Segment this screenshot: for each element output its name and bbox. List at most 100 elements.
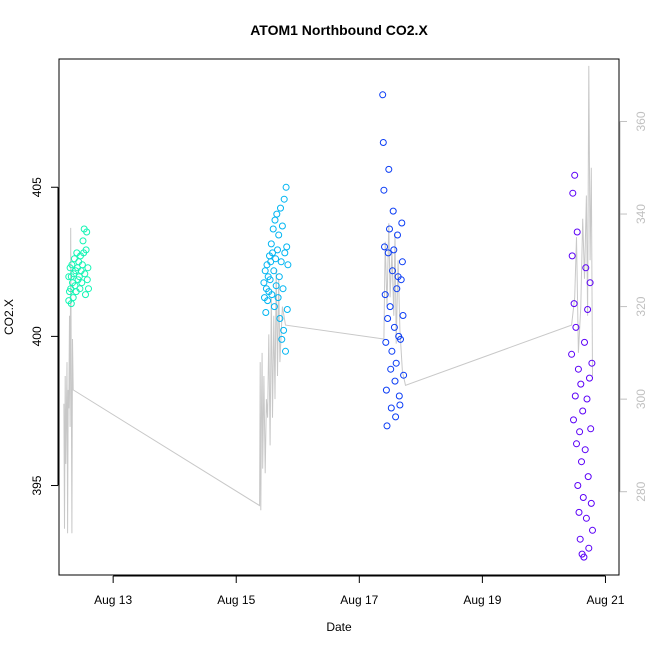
- data-point: [586, 374, 593, 382]
- data-point: [576, 535, 584, 543]
- data-point: [271, 216, 279, 224]
- data-point: [379, 139, 387, 146]
- data-point: [579, 494, 587, 501]
- data-point: [384, 249, 392, 257]
- data-point: [391, 377, 399, 385]
- data-point: [276, 315, 284, 322]
- data-point: [274, 294, 282, 302]
- data-point: [277, 204, 284, 212]
- data-point: [78, 261, 86, 269]
- data-point: [570, 416, 577, 424]
- data-point: [389, 267, 396, 275]
- data-point: [268, 291, 276, 299]
- data-point: [278, 335, 286, 343]
- data-point: [82, 246, 90, 254]
- y-tick-label: 395: [30, 475, 44, 495]
- data-point: [281, 249, 289, 257]
- data-point: [387, 365, 395, 373]
- data-point: [381, 243, 388, 251]
- data-point: [382, 338, 390, 346]
- data-point: [273, 210, 281, 218]
- data-point: [67, 300, 75, 308]
- gray-line-layer: [63, 65, 593, 534]
- data-point: [383, 422, 391, 430]
- scatter-layer: [65, 91, 596, 561]
- data-point: [578, 458, 585, 466]
- x-tick-label: Aug 15: [217, 593, 255, 607]
- data-point: [69, 294, 77, 302]
- data-point: [81, 270, 89, 278]
- data-point: [392, 413, 400, 421]
- x-tick-label: Aug 17: [340, 593, 378, 607]
- data-point: [574, 365, 582, 373]
- right-tick-label: 300: [634, 389, 648, 409]
- data-point: [274, 246, 281, 254]
- scatter-series-1: [65, 225, 92, 308]
- data-point: [85, 285, 92, 293]
- data-point: [573, 228, 581, 236]
- data-point: [575, 508, 583, 516]
- data-point: [586, 279, 594, 287]
- x-tick-label: Aug 19: [463, 593, 501, 607]
- data-point: [283, 243, 291, 251]
- x-tick-label: Aug 13: [94, 593, 132, 607]
- right-tick-label: 320: [634, 296, 648, 316]
- data-point: [571, 171, 579, 179]
- data-point: [568, 350, 576, 358]
- data-point: [587, 499, 595, 507]
- data-point: [577, 380, 585, 388]
- data-point: [282, 347, 289, 355]
- data-point: [267, 240, 275, 248]
- data-point: [587, 425, 595, 433]
- data-point: [390, 323, 398, 331]
- data-point: [581, 446, 589, 454]
- data-point: [582, 514, 590, 522]
- data-point: [570, 300, 578, 308]
- data-point: [400, 371, 408, 379]
- data-point: [272, 282, 280, 290]
- data-point: [397, 276, 405, 284]
- scatter-series-2: [260, 183, 292, 355]
- data-point: [283, 306, 291, 313]
- data-point: [76, 285, 84, 293]
- data-point: [393, 285, 401, 293]
- chart-title: ATOM1 Northbound CO2.X: [250, 22, 428, 38]
- data-point: [568, 252, 576, 260]
- data-point: [580, 553, 588, 561]
- data-point: [381, 291, 389, 299]
- right-tick-label: 360: [634, 111, 648, 131]
- data-point: [573, 440, 580, 448]
- data-point: [277, 258, 285, 266]
- data-point: [280, 326, 288, 334]
- data-point: [398, 258, 406, 266]
- data-point: [79, 237, 87, 245]
- data-point: [396, 401, 404, 409]
- data-point: [272, 255, 280, 263]
- data-point: [78, 279, 86, 287]
- data-point: [270, 303, 278, 311]
- data-point: [572, 323, 580, 331]
- data-point: [282, 183, 290, 191]
- data-point: [388, 347, 396, 355]
- scatter-series-3: [379, 91, 408, 430]
- data-point: [583, 395, 591, 403]
- right-tick-label: 340: [634, 204, 648, 224]
- data-point: [394, 231, 401, 239]
- data-point: [380, 186, 388, 194]
- data-point: [269, 225, 277, 233]
- x-tick-label: Aug 21: [586, 593, 624, 607]
- x-axis-label: Date: [326, 620, 352, 634]
- data-point: [275, 231, 283, 239]
- data-point: [386, 225, 393, 233]
- data-point: [395, 392, 403, 400]
- data-point: [385, 165, 393, 173]
- data-point: [571, 392, 579, 400]
- data-point: [279, 285, 287, 293]
- data-point: [266, 276, 274, 284]
- data-point: [389, 207, 397, 215]
- data-point: [582, 264, 590, 272]
- data-point: [384, 315, 392, 322]
- data-point: [70, 255, 78, 263]
- data-point: [269, 249, 276, 257]
